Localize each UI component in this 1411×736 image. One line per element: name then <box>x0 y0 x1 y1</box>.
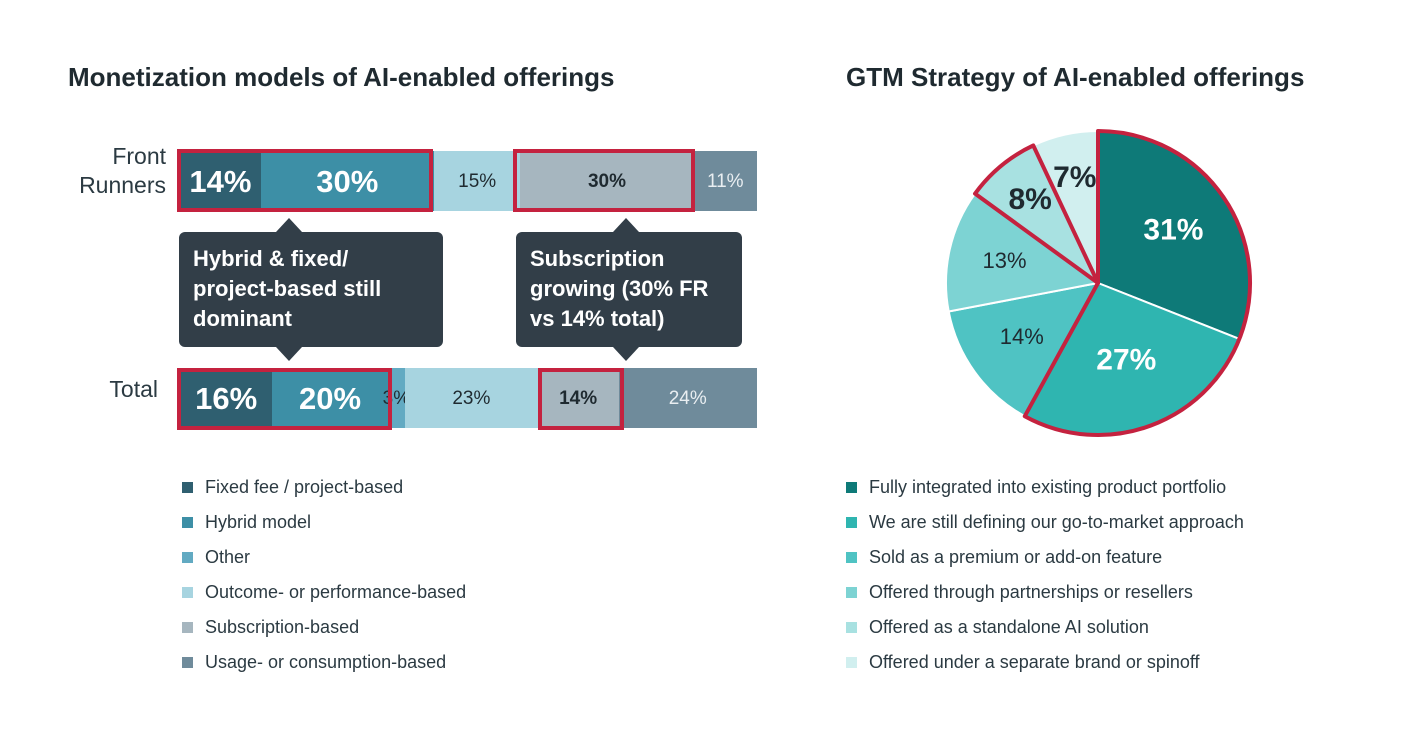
callout-hybrid-line1: Hybrid & fixed/ <box>193 246 349 271</box>
legend-item-fully-integrated: Fully integrated into existing product p… <box>846 470 1244 505</box>
legend-swatch <box>182 587 193 598</box>
legend-item-premium-addon: Sold as a premium or add-on feature <box>846 540 1244 575</box>
legend-swatch <box>846 482 857 493</box>
legend-label: Outcome- or performance-based <box>205 582 467 602</box>
bar-segment-value-label: 16% <box>195 380 258 416</box>
pie-slice-label-1: 27% <box>1096 344 1156 377</box>
gtm-legend: Fully integrated into existing product p… <box>846 470 1244 680</box>
legend-label: Offered through partnerships or reseller… <box>869 582 1193 602</box>
pie-slice-label-3: 13% <box>983 248 1027 273</box>
monetization-chart-title: Monetization models of AI-enabled offeri… <box>68 62 615 92</box>
bar-segment-value-label: 14% <box>189 163 252 199</box>
legend-swatch <box>846 517 857 528</box>
bar-segment-value-label: 30% <box>316 163 379 199</box>
legend-item-usage: Usage- or consumption-based <box>182 645 466 680</box>
pie-slice-3 <box>945 192 1101 313</box>
callout-subscription-pointer-up <box>613 218 639 232</box>
monetization-legend: Fixed fee / project-based Hybrid model O… <box>182 470 466 680</box>
callout-hybrid-pointer-up <box>276 218 302 232</box>
legend-label: Hybrid model <box>205 512 312 532</box>
callout-hybrid-fixed: Hybrid & fixed/ project-based still domi… <box>179 232 443 347</box>
callout-subscription-line2: growing (30% FR <box>530 276 709 301</box>
legend-label: Offered under a separate brand or spinof… <box>869 652 1200 672</box>
legend-swatch <box>846 587 857 598</box>
callout-subscription-growing: Subscription growing (30% FR vs 14% tota… <box>516 232 742 347</box>
bar-segment-value-label: 30% <box>587 170 626 192</box>
pie-slice-label-2: 14% <box>1000 324 1044 349</box>
bar-segment-value-label: 11% <box>706 170 744 192</box>
bar-segment-value-label: 24% <box>668 387 707 409</box>
legend-swatch <box>182 552 193 563</box>
pie-slice-label-5: 7% <box>1053 161 1096 194</box>
pie-slice-label-4: 8% <box>1008 183 1051 216</box>
bar-segment-front-1: 30% <box>260 151 434 211</box>
legend-swatch <box>182 622 193 633</box>
legend-swatch <box>182 657 193 668</box>
legend-swatch <box>846 552 857 563</box>
legend-label: Offered as a standalone AI solution <box>869 617 1149 637</box>
legend-item-fixed-fee: Fixed fee / project-based <box>182 470 466 505</box>
bar-segment-value-label: 15% <box>458 170 497 192</box>
front-runners-stacked-bar: 14% 30% 15% 30% 11% <box>180 151 757 211</box>
legend-label: Fully integrated into existing product p… <box>869 477 1227 497</box>
legend-item-outcome: Outcome- or performance-based <box>182 575 466 610</box>
legend-item-separate-brand: Offered under a separate brand or spinof… <box>846 645 1244 680</box>
legend-item-other: Other <box>182 540 466 575</box>
bar-segment-total-4: 14% <box>537 368 619 428</box>
row-label-front-line1: Front <box>112 143 166 169</box>
bar-segment-total-0: 16% <box>180 368 273 428</box>
legend-swatch <box>182 482 193 493</box>
legend-item-standalone: Offered as a standalone AI solution <box>846 610 1244 645</box>
callout-hybrid-line3: dominant <box>193 306 292 331</box>
row-label-front-line2: Runners <box>79 172 166 198</box>
pie-slice-2 <box>947 281 1100 418</box>
legend-swatch <box>846 657 857 668</box>
bar-segment-value-label: 14% <box>559 387 598 409</box>
row-label-front-runners: Front Runners <box>58 142 166 200</box>
legend-item-still-defining: We are still defining our go-to-market a… <box>846 505 1244 540</box>
bar-segment-front-2: 15% <box>433 151 521 211</box>
legend-label: Subscription-based <box>205 617 360 637</box>
legend-label: Sold as a premium or add-on feature <box>869 547 1163 567</box>
pie-highlight-outline-standalone <box>973 143 1100 285</box>
bar-segment-front-3: 30% <box>520 151 694 211</box>
bar-segment-total-3: 23% <box>405 368 538 428</box>
legend-item-subscription: Subscription-based <box>182 610 466 645</box>
legend-swatch <box>182 517 193 528</box>
callout-hybrid-line2: project-based still <box>193 276 382 301</box>
callout-hybrid-pointer-down <box>276 347 302 361</box>
legend-label: Fixed fee / project-based <box>205 477 404 497</box>
legend-label: Other <box>205 547 251 567</box>
callout-subscription-line3: vs 14% total) <box>530 306 665 331</box>
row-label-total: Total <box>109 376 158 402</box>
total-stacked-bar: 16% 20% 3% 23% 14% 24% <box>180 368 757 428</box>
callout-subscription-pointer-down <box>613 347 639 361</box>
bar-segment-front-0: 14% <box>180 151 261 211</box>
legend-label: Usage- or consumption-based <box>205 652 447 672</box>
bar-segment-value-label: 20% <box>298 380 362 416</box>
bar-segment-total-2: 3% <box>383 368 410 428</box>
legend-label: We are still defining our go-to-market a… <box>869 512 1244 532</box>
pie-highlight-outline-main <box>1022 129 1252 437</box>
legend-item-hybrid: Hybrid model <box>182 505 466 540</box>
pie-slice-label-0: 31% <box>1143 214 1203 247</box>
legend-swatch <box>846 622 857 633</box>
legend-item-partnerships: Offered through partnerships or reseller… <box>846 575 1244 610</box>
bar-segment-front-4: 11% <box>693 151 757 211</box>
bar-segment-total-1: 20% <box>272 368 388 428</box>
callout-subscription-line1: Subscription <box>530 246 665 271</box>
bar-segment-total-5: 24% <box>618 368 757 428</box>
gtm-chart-title: GTM Strategy of AI-enabled offerings <box>846 62 1305 92</box>
bar-segment-value-label: 23% <box>452 387 491 409</box>
gtm-pie-chart: 31% 27% 14% 13% 8%7% <box>945 129 1252 437</box>
